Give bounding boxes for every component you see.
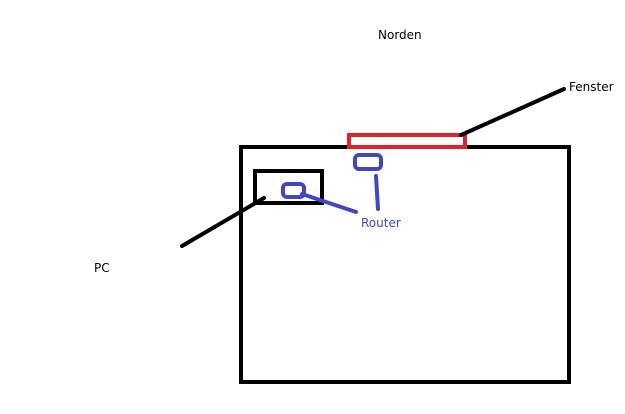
pc-label: PC xyxy=(94,261,110,275)
router-leader-line-pc xyxy=(300,192,358,214)
pc-leader-line xyxy=(180,196,266,248)
router-icon-window xyxy=(353,153,383,171)
pc-box xyxy=(253,169,324,205)
router-label: Router xyxy=(361,216,401,230)
router-leader-line-window xyxy=(374,174,380,211)
window-marker xyxy=(347,133,467,149)
north-label: Norden xyxy=(378,28,422,42)
router-icon-pc xyxy=(281,182,306,199)
window-leader-line xyxy=(459,87,566,137)
window-label: Fenster xyxy=(569,80,614,94)
